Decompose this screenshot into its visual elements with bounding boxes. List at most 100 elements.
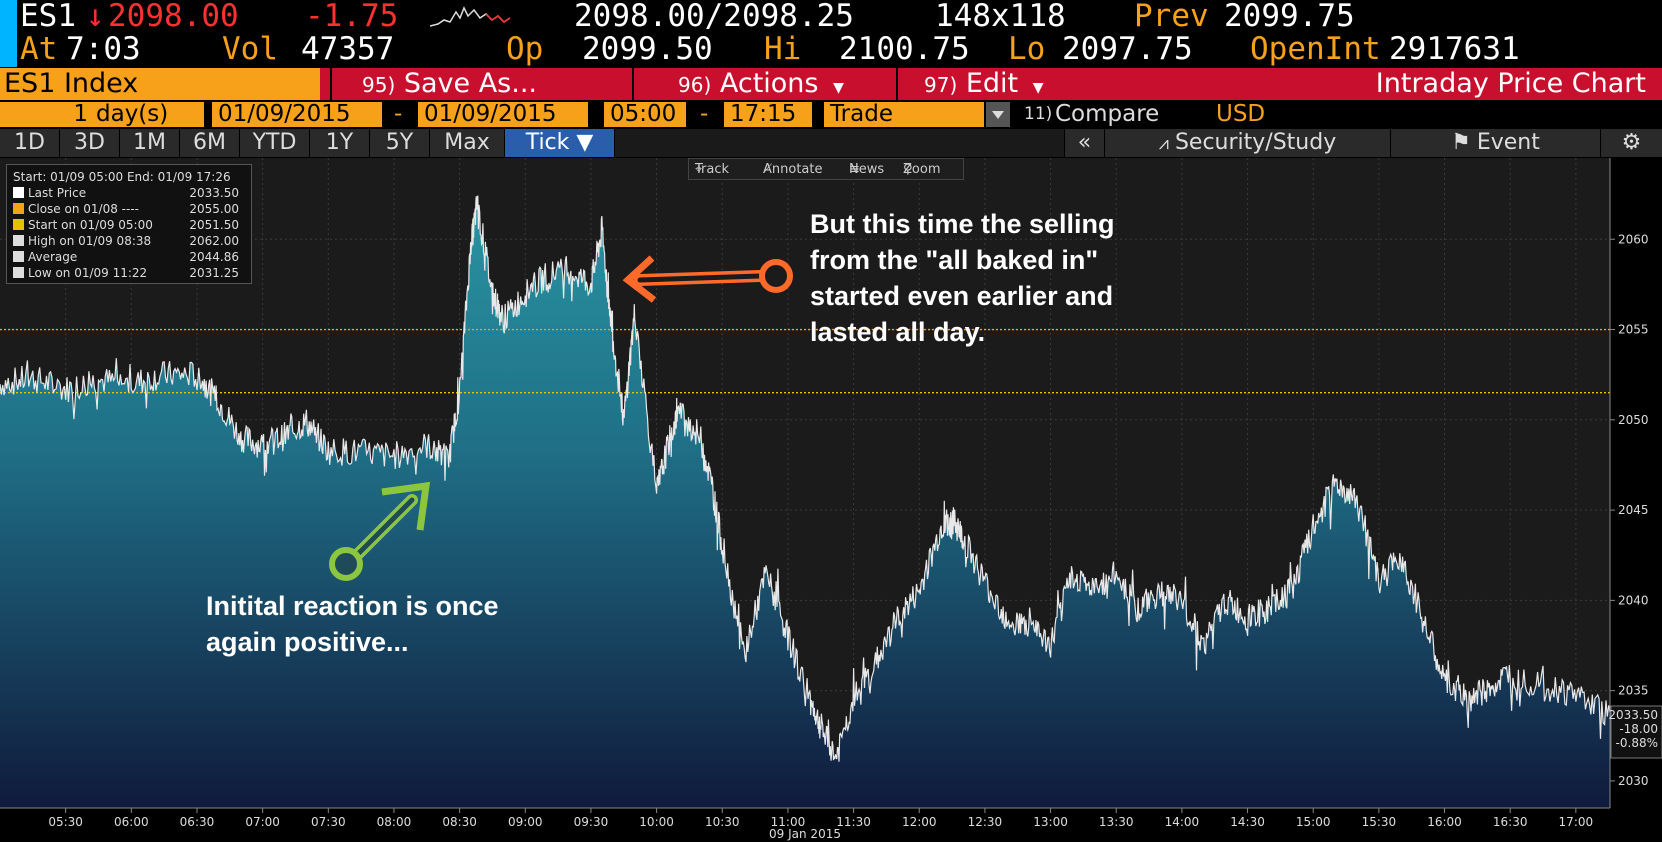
crosshair-icon: ⌖ [695,162,703,177]
legend-header: Start: 01/09 05:00 End: 01/09 17:26 [13,170,231,184]
tab-6m[interactable]: 6M [180,129,240,157]
legend-value: 2031.25 [189,266,239,280]
edit-button[interactable]: 97) Edit ▼ [896,68,1056,100]
end-time-field[interactable]: 17:15 [724,102,812,127]
y-tick-label: 2050 [1618,413,1649,427]
quote-lo: 2097.75 [1062,31,1193,67]
last-price-tag: 2033.50 -18.00 -0.88% [1608,705,1662,759]
annotate-label: Annotate [763,162,823,177]
quote-change: -1.75 [305,0,399,34]
y-tick-label: 2030 [1618,774,1649,788]
menu-bar: ES1 Index 95) Save As... 96) Actions ▼ 9… [0,68,1662,100]
green-arrow-head [381,481,431,531]
quote-prev: 2099.75 [1224,0,1355,34]
event-dropdown-button[interactable] [986,102,1010,127]
tab-1d[interactable]: 1D [0,129,60,157]
quote-time: 7:03 [66,31,141,67]
tab-3d[interactable]: 3D [60,129,120,157]
legend-value: 2055.00 [189,202,239,216]
y-axis-background [1610,158,1662,808]
quote-size: 148x118 [935,0,1066,34]
period-number-field[interactable]: 1 [0,102,92,127]
quote-last-price: 2098.00 [108,0,239,34]
y-axis: 2030 2035 2040 2045 2050 2055 2060 [1610,232,1649,788]
date-range-row: 1 day(s) 01/09/2015 - 01/09/2015 05:00 -… [0,101,1662,128]
security-study-label: Security/Study [1174,130,1337,155]
end-date-field[interactable]: 01/09/2015 [418,102,588,127]
x-tick-label: 11:30 [836,815,871,829]
legend-value: 2044.86 [189,250,239,264]
security-color-marker-2 [0,33,17,67]
y-tick-label: 2040 [1618,593,1649,607]
orange-annotation-line-2: from the "all baked in" [810,245,1099,275]
magnifier-icon: ⚲ [903,162,913,177]
last-price-tag-change: -18.00 [1619,722,1658,736]
save-as-label: Save As... [403,68,538,99]
legend-item[interactable]: Start on 01/09 05:00 2051.50 [13,217,245,233]
green-arrow-tail-circle [329,547,363,581]
quote-open-label: Op [506,31,544,67]
legend-swatch [13,219,24,230]
news-icon: ≡ [849,162,860,177]
tab-tick[interactable]: Tick ▼ [505,129,615,157]
tab-5y[interactable]: 5Y [370,129,430,157]
x-tick-label: 09:00 [508,815,543,829]
quote-time-label: At [20,31,58,67]
currency-label[interactable]: USD [1216,101,1266,127]
save-as-button[interactable]: 95) Save As... [330,68,630,100]
actions-button[interactable]: 96) Actions ▼ [632,68,894,100]
security-study-button[interactable]: ⩘ Security/Study [1104,129,1390,157]
tab-max[interactable]: Max [430,129,505,157]
security-field[interactable]: ES1 Index [0,68,320,100]
y-tick-label: 2055 [1618,323,1649,337]
x-tick-label: 08:00 [377,815,412,829]
x-tick-label: 12:30 [968,815,1003,829]
tab-ytd[interactable]: YTD [240,129,310,157]
compare-button[interactable]: Compare [1055,101,1160,127]
legend-label: Average [28,250,78,264]
start-time-field[interactable]: 05:00 [604,102,686,127]
orange-arrow-head [622,255,657,303]
legend-value: 2033.50 [189,186,239,200]
legend-item[interactable]: Last Price 2033.50 [13,185,245,201]
collapse-panel-button[interactable]: « [1064,129,1104,157]
orange-arrow-annotation [622,255,793,303]
x-tick-label: 14:00 [1165,815,1200,829]
gear-icon[interactable]: ⚙ [1600,129,1662,157]
legend-item[interactable]: Close on 01/08 ---- 2055.00 [13,201,245,217]
x-tick-label: 12:00 [902,815,937,829]
quote-line-2: At 7:03 Vol 47357 Op 2099.50 Hi 2100.75 … [0,33,1662,67]
time-separator: - [700,101,709,127]
event-type-field[interactable]: Trade [824,102,984,127]
caret-down-icon: ▼ [833,80,844,96]
zoom-label: Zoom [903,162,941,177]
legend-item[interactable]: Average 2044.86 [13,249,245,265]
flag-icon: ⚑ [1451,130,1471,155]
start-date-field[interactable]: 01/09/2015 [212,102,382,127]
orange-annotation-line-1: But this time the selling [810,209,1115,239]
tab-1m[interactable]: 1M [120,129,180,157]
tab-1y[interactable]: 1Y [310,129,370,157]
quote-prev-label: Prev [1134,0,1209,34]
legend-label: Close on 01/08 ---- [28,202,139,216]
green-arrow-shaft-inner [347,497,415,565]
actions-number: 96) [678,73,712,97]
quote-open: 2099.50 [582,31,713,67]
green-annotation-line-2: again positive... [206,627,409,657]
legend-label: Start on 01/09 05:00 [28,218,153,232]
legend-item[interactable]: Low on 01/09 11:22 2031.25 [13,265,245,281]
x-tick-label: 05:30 [48,815,83,829]
pencil-icon: ⟋ [763,162,773,177]
x-tick-label: 16:00 [1427,815,1462,829]
x-tick-label: 06:00 [114,815,149,829]
legend-items: Last Price 2033.50 Close on 01/08 ---- 2055… [13,185,245,281]
legend-item[interactable]: High on 01/09 08:38 2062.00 [13,233,245,249]
event-button[interactable]: ⚑ Event [1390,129,1600,157]
orange-annotation-text: But this time the selling from the "all … [810,206,1115,350]
period-unit-field[interactable]: day(s) [92,102,204,127]
chart-legend[interactable]: Start: 01/09 05:00 End: 01/09 17:26 Last… [6,164,252,284]
price-line [0,195,1634,762]
orange-arrow-tail-circle [759,259,793,293]
x-tick-label: 16:30 [1493,815,1528,829]
